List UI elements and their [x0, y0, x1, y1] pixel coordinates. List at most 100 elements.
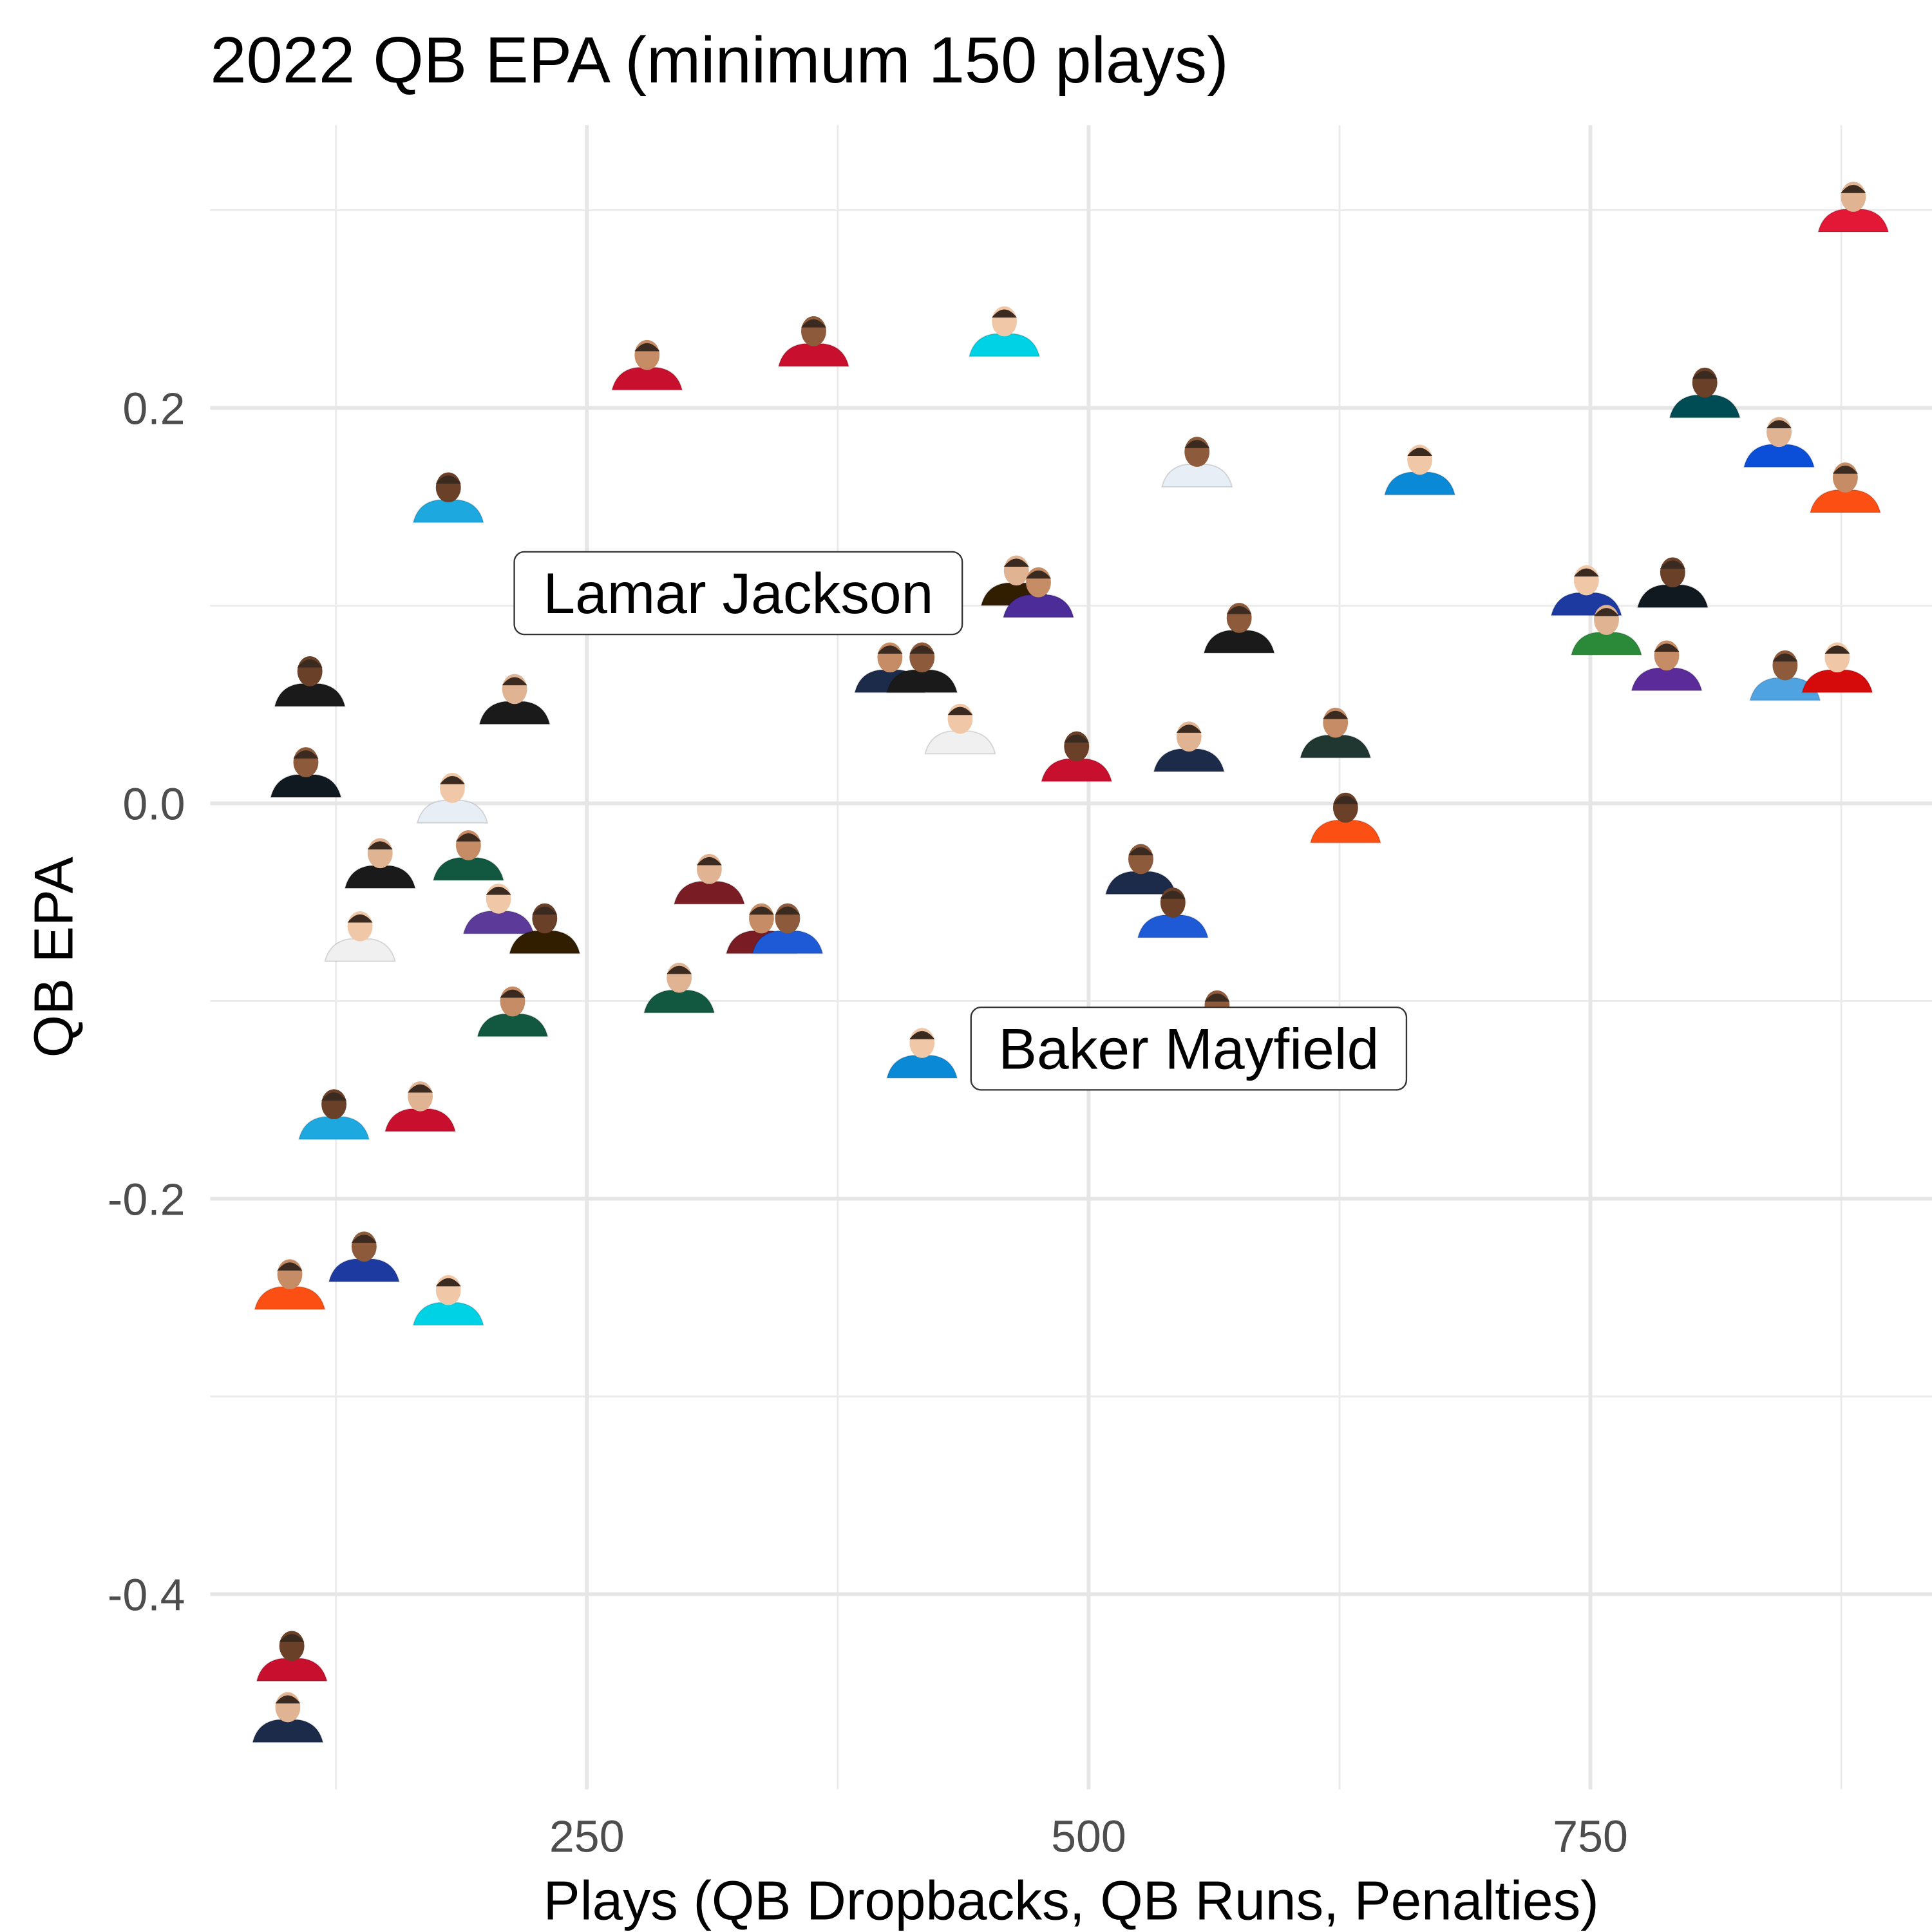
- player-headshot-point: [1161, 437, 1233, 488]
- hair-shape: [297, 659, 323, 668]
- player-headshot-point: [1203, 603, 1275, 654]
- jersey-shape: [777, 343, 850, 367]
- player-headshot-point: [416, 773, 489, 824]
- player-label: Baker Mayfield: [970, 1006, 1408, 1091]
- jersey-shape: [1002, 594, 1075, 618]
- jersey-shape: [1809, 489, 1882, 513]
- hair-shape: [1692, 370, 1718, 379]
- player-headshot-point: [1041, 731, 1113, 782]
- jersey-shape: [886, 1054, 958, 1079]
- jersey-shape: [416, 799, 489, 824]
- player-headshot-point: [254, 1259, 326, 1311]
- grid: [210, 125, 1932, 1790]
- hair-shape: [502, 677, 527, 686]
- jersey-shape: [1743, 444, 1815, 468]
- hair-shape: [775, 906, 800, 915]
- hair-shape: [275, 1695, 301, 1704]
- jersey-shape: [1137, 914, 1209, 938]
- player-headshot-point: [1743, 417, 1815, 468]
- jersey-shape: [1631, 667, 1703, 692]
- jersey-shape: [324, 938, 396, 962]
- jersey-shape: [298, 1116, 370, 1141]
- hair-shape: [1407, 448, 1433, 457]
- jersey-shape: [1570, 631, 1643, 656]
- hair-shape: [667, 965, 692, 974]
- jersey-shape: [254, 1286, 326, 1311]
- jersey-shape: [412, 1302, 484, 1326]
- player-headshot-point: [968, 306, 1041, 357]
- jersey-shape: [643, 989, 715, 1014]
- y-tick-label: -0.2: [108, 1175, 185, 1225]
- hair-shape: [293, 750, 319, 759]
- player-headshot-point: [477, 986, 549, 1037]
- jersey-shape: [968, 333, 1041, 357]
- player-headshot-point: [1631, 640, 1703, 692]
- player-headshot-point: [412, 472, 484, 524]
- hair-shape: [909, 645, 935, 654]
- label-text: Lamar Jackson: [543, 561, 933, 625]
- jersey-shape: [1104, 871, 1177, 895]
- hair-shape: [1176, 724, 1202, 733]
- hair-shape: [1160, 891, 1186, 899]
- player-headshot-point: [643, 962, 715, 1014]
- x-axis-ticks: 250 500 750: [549, 1812, 1628, 1862]
- jersey-shape: [344, 865, 416, 889]
- hair-shape: [992, 309, 1017, 318]
- label-box: [970, 1006, 1408, 1091]
- player-headshot-point: [1153, 721, 1225, 773]
- jersey-shape: [1300, 734, 1372, 759]
- hair-shape: [1594, 608, 1619, 616]
- chart-title: 2022 QB EPA (minimum 150 plays): [210, 24, 1228, 97]
- player-headshot-point: [777, 316, 850, 367]
- hair-shape: [408, 1084, 433, 1093]
- jersey-shape: [412, 499, 484, 524]
- player-headshot-point: [328, 1231, 400, 1283]
- player-headshot-point: [1300, 707, 1372, 759]
- jersey-shape: [611, 366, 683, 391]
- player-headshot-point: [1137, 887, 1209, 938]
- player-label: Lamar Jackson: [513, 551, 963, 636]
- hair-shape: [1226, 605, 1252, 614]
- hair-shape: [1026, 570, 1051, 579]
- jersey-shape: [270, 774, 342, 798]
- player-headshot-point: [886, 1028, 958, 1079]
- player-headshot-point: [924, 703, 996, 755]
- hair-shape: [1128, 847, 1153, 856]
- jersey-shape: [478, 701, 551, 725]
- jersey-shape: [1636, 584, 1709, 609]
- player-headshot-point: [274, 656, 346, 707]
- hair-shape: [748, 906, 774, 915]
- player-headshot-point: [412, 1274, 484, 1326]
- hair-shape: [1841, 185, 1866, 193]
- jersey-shape: [509, 930, 581, 954]
- player-headshot-point: [384, 1081, 457, 1132]
- x-tick-label: 500: [1051, 1812, 1126, 1862]
- x-tick-label: 750: [1553, 1812, 1628, 1862]
- hair-shape: [486, 886, 511, 895]
- hair-shape: [947, 706, 973, 715]
- hair-shape: [634, 343, 660, 352]
- player-headshot-point: [462, 884, 535, 934]
- jersey-shape: [1041, 758, 1113, 782]
- hair-shape: [455, 833, 481, 842]
- player-headshot-point: [298, 1089, 370, 1141]
- player-headshot-point: [1636, 557, 1709, 609]
- player-headshot-point: [1384, 444, 1456, 496]
- hair-shape: [801, 319, 826, 328]
- hair-shape: [1766, 420, 1792, 429]
- player-headshot-point: [344, 838, 416, 889]
- hair-shape: [1832, 466, 1858, 474]
- player-headshot-point: [252, 1692, 324, 1743]
- jersey-shape: [924, 730, 996, 755]
- hair-shape: [440, 776, 465, 784]
- player-headshot-point: [1002, 567, 1075, 618]
- jersey-shape: [1669, 394, 1741, 419]
- jersey-shape: [1801, 669, 1873, 694]
- hair-shape: [277, 1262, 303, 1271]
- jersey-shape: [752, 930, 824, 954]
- jersey-shape: [462, 910, 535, 934]
- x-axis-label: Plays (QB Dropbacks, QB Runs, Penalties): [544, 1871, 1599, 1932]
- hair-shape: [435, 475, 461, 484]
